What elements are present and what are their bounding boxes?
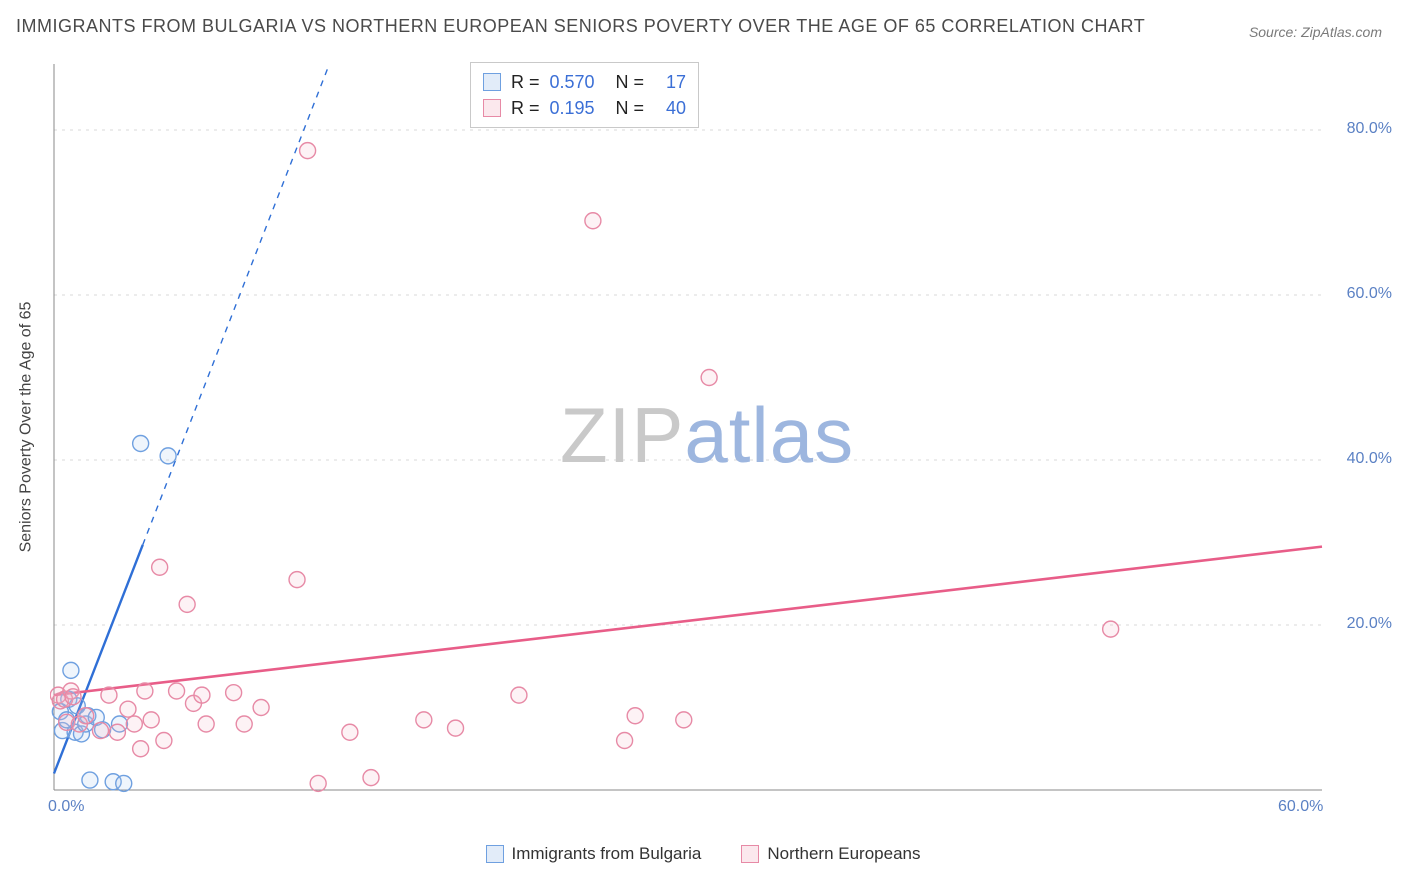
stat-row-bulgaria: R = 0.570 N = 17 bbox=[483, 69, 686, 95]
plot-area bbox=[50, 56, 1370, 798]
stat-swatch bbox=[483, 73, 501, 91]
y-axis-label: Seniors Poverty Over the Age of 65 bbox=[17, 302, 35, 553]
chart-svg bbox=[50, 56, 1370, 798]
stat-n-label: N = bbox=[616, 95, 645, 121]
y-tick-label: 40.0% bbox=[1347, 450, 1392, 468]
x-tick-label: 0.0% bbox=[48, 798, 84, 816]
chart-title: IMMIGRANTS FROM BULGARIA VS NORTHERN EUR… bbox=[16, 16, 1145, 37]
stat-r-label: R = bbox=[511, 95, 540, 121]
stat-n-label: N = bbox=[616, 69, 645, 95]
correlation-stat-box: R = 0.570 N = 17 R = 0.195 N = 40 bbox=[470, 62, 699, 128]
x-tick-label: 60.0% bbox=[1278, 798, 1323, 816]
stat-swatch bbox=[483, 99, 501, 117]
legend-swatch-northern bbox=[741, 845, 759, 863]
source-name: ZipAtlas.com bbox=[1301, 24, 1382, 40]
stat-n-value: 40 bbox=[654, 95, 686, 121]
source-prefix: Source: bbox=[1249, 24, 1301, 40]
legend-label-bulgaria: Immigrants from Bulgaria bbox=[512, 844, 702, 864]
y-tick-label: 20.0% bbox=[1347, 615, 1392, 633]
stat-row-northern: R = 0.195 N = 40 bbox=[483, 95, 686, 121]
stat-r-value: 0.195 bbox=[550, 95, 606, 121]
legend-label-northern: Northern Europeans bbox=[767, 844, 920, 864]
bottom-legend: Immigrants from Bulgaria Northern Europe… bbox=[0, 844, 1406, 864]
y-tick-label: 60.0% bbox=[1347, 285, 1392, 303]
legend-swatch-bulgaria bbox=[486, 845, 504, 863]
stat-r-value: 0.570 bbox=[550, 69, 606, 95]
stat-r-label: R = bbox=[511, 69, 540, 95]
y-axis-label-wrap: Seniors Poverty Over the Age of 65 bbox=[14, 56, 38, 798]
legend-item-bulgaria: Immigrants from Bulgaria bbox=[486, 844, 702, 864]
stat-n-value: 17 bbox=[654, 69, 686, 95]
source-attribution: Source: ZipAtlas.com bbox=[1249, 24, 1382, 40]
y-tick-label: 80.0% bbox=[1347, 120, 1392, 138]
legend-item-northern: Northern Europeans bbox=[741, 844, 920, 864]
